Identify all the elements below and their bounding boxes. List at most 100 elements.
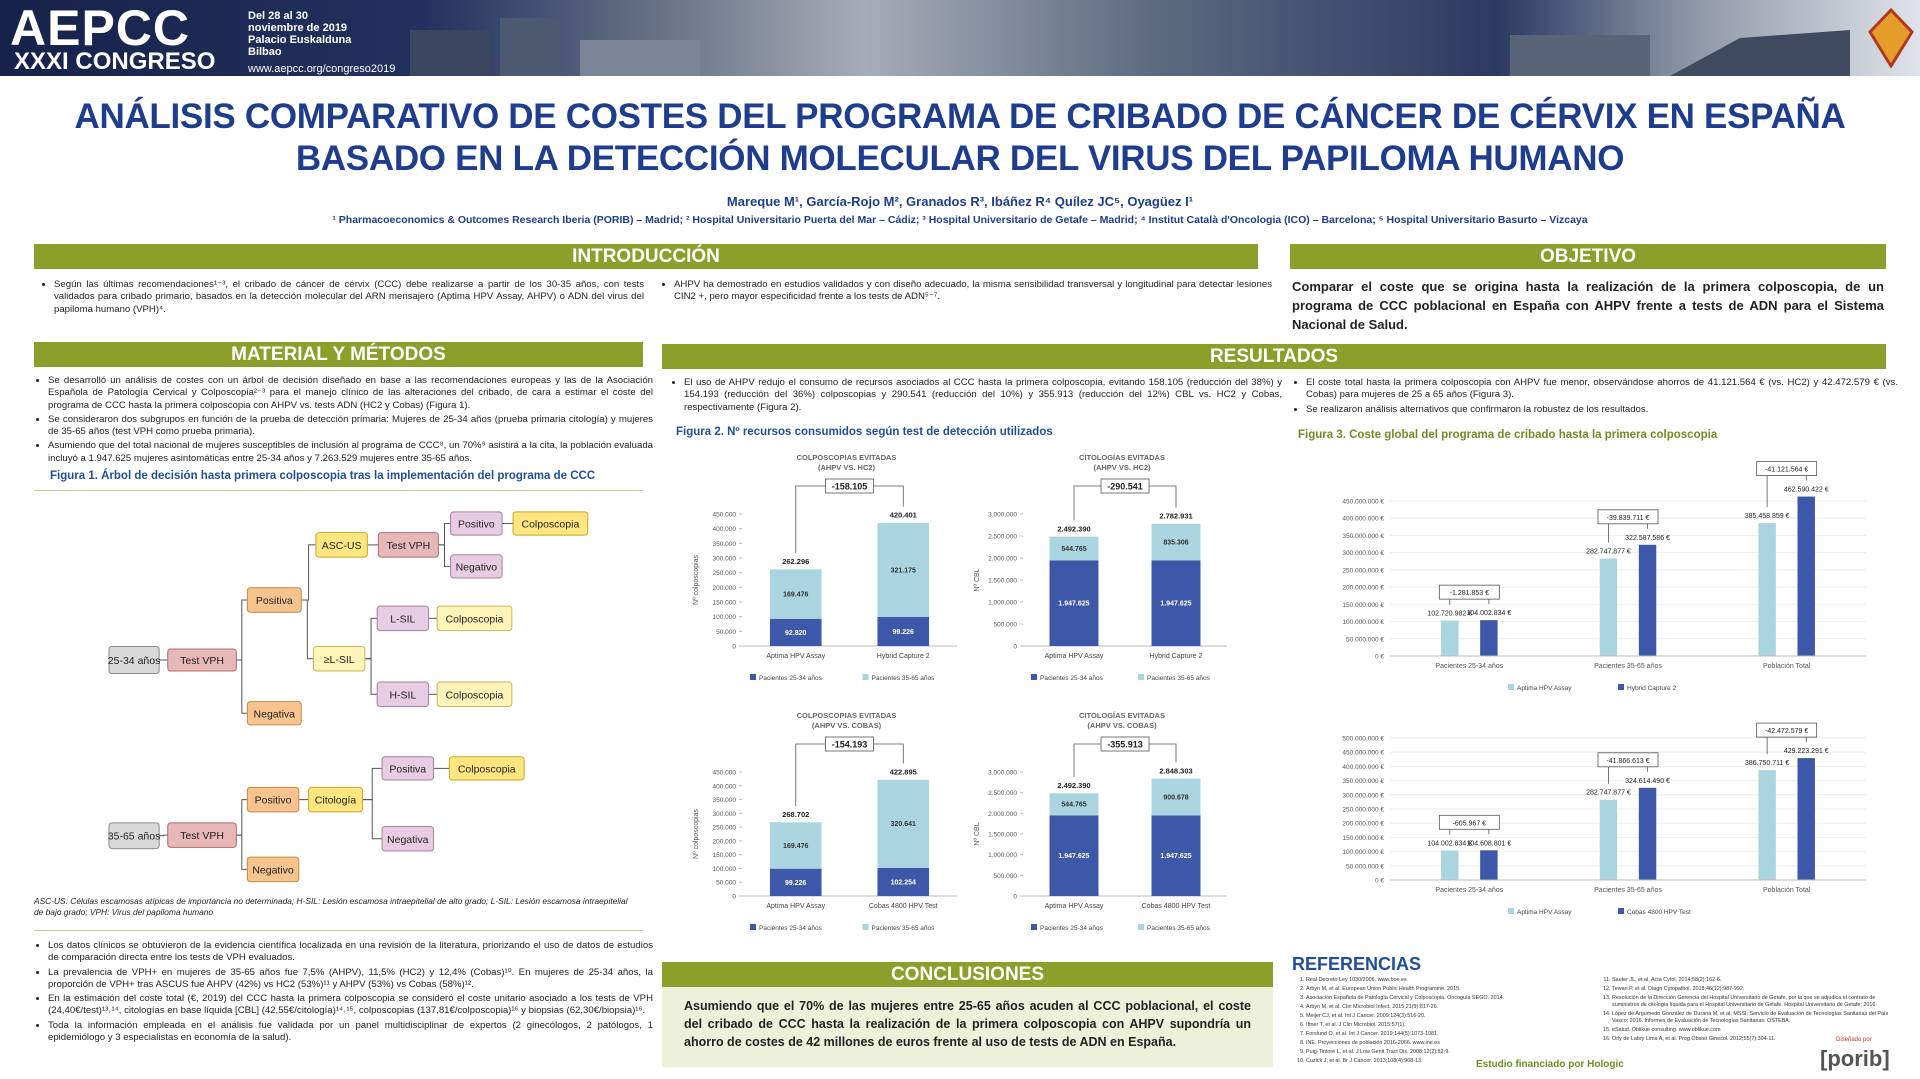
building (500, 18, 560, 76)
x-tick-label: Pacientes 35-65 años (1594, 887, 1662, 894)
node-label: Colposcopia (446, 613, 504, 625)
bar (1638, 787, 1657, 880)
bar-segment (1151, 778, 1201, 816)
segment-label: 102.254 (891, 879, 916, 886)
congress-city: Bilbao (248, 46, 282, 58)
connector (362, 767, 383, 801)
y-tick-label: 500.000 (994, 873, 1018, 880)
intro-item: AHPV ha demostrado en estudios validados… (674, 279, 1272, 304)
legend-label: Aptima HPV Assay (1517, 909, 1572, 916)
difference-label: -290.541 (1107, 482, 1143, 492)
difference-label: -39.839.711 € (1607, 515, 1650, 522)
reference-item: López de Argumedo González de Durana M, … (1612, 1011, 1900, 1025)
methods-item: Toda la información empleada en el análi… (48, 1020, 653, 1045)
legend-label: Pacientes 35-65 años (872, 675, 936, 682)
value-label: 386.750.711 € (1745, 760, 1789, 767)
tree-node (436, 681, 513, 708)
total-label: 422.895 (890, 767, 917, 776)
methods-item: Se consideraron dos subgrupos en función… (48, 414, 653, 439)
connector (236, 599, 248, 661)
y-tick-label: 200.000.000 € (1342, 585, 1384, 592)
title-block: ANÁLISIS COMPARATIVO DE COSTES DEL PROGR… (0, 96, 1920, 180)
chart: COLPOSCOPIAS EVITADAS(AHPV VS. COBAS) 0 50… (693, 711, 957, 932)
y-tick-label: 50.000.000 € (1346, 636, 1384, 643)
segment-label: 1.947.625 (1058, 853, 1089, 860)
bar-segment (769, 618, 822, 646)
legend-label: Pacientes 25-34 años (759, 925, 823, 932)
chart-subtitle: (AHPV VS. COBAS) (1087, 721, 1157, 730)
reference-item: Arbyn M, et al. European Union Public He… (1306, 986, 1596, 993)
bar (1758, 770, 1776, 880)
affiliations: ¹ Pharmacoeconomics & Outcomes Research … (332, 214, 1588, 226)
reference-item: Arbyn M, et al. Clin Microbiol Infect. 2… (1306, 1004, 1596, 1011)
segment-label: 835.306 (1163, 539, 1188, 546)
y-tick-label: 350.000.000 € (1342, 778, 1384, 785)
figure-caption: Figura 3. Coste global del programa de c… (1298, 429, 1718, 441)
y-tick-label: 0 (1013, 894, 1017, 901)
y-tick-label: 350.000 (713, 797, 737, 804)
results-list: El uso de AHPV redujo el consumo de recu… (670, 377, 1282, 416)
tree-node (167, 648, 237, 672)
connector (236, 834, 248, 870)
connector (438, 544, 451, 567)
node-label: Citología (315, 795, 357, 807)
y-tick-label: 2.000.000 (988, 556, 1017, 563)
legend-swatch (1031, 924, 1037, 930)
congress-edition: XXXI CONGRESO (14, 48, 216, 75)
total-label: 2.492.390 (1057, 781, 1090, 790)
segment-label: 320.641 (891, 821, 916, 828)
y-tick-label: 2.500.000 (988, 790, 1017, 797)
y-tick-label: 450.000 (713, 512, 737, 519)
bar (1797, 758, 1815, 880)
bar-segment (1049, 536, 1099, 561)
difference-box (1756, 461, 1818, 476)
methods-item: La prevalencia de VPH+ en mujeres de 35-… (48, 967, 653, 992)
total-label: 420.401 (890, 511, 917, 520)
y-tick-label: 500.000.000 € (1342, 736, 1384, 743)
segment-label: 169.476 (783, 591, 808, 598)
x-tick-label: Aptima HPV Assay (766, 903, 825, 910)
y-tick-label: 3.000.000 (988, 770, 1017, 777)
reference-item: Tewari P, et al. Diagn Cytopathol. 2018;… (1612, 986, 1900, 993)
figure-caption: Figura 2. Nº recursos consumidos según t… (676, 426, 1053, 438)
difference-box (1100, 478, 1150, 494)
bar (1599, 799, 1618, 880)
y-tick-label: 450.000.000 € (1342, 498, 1384, 505)
y-tick-label: 100.000 (713, 614, 737, 621)
y-tick-label: 200.000 (713, 838, 737, 845)
bar-segment (877, 779, 930, 868)
section-heading: MATERIAL Y MÉTODOS (34, 342, 643, 367)
difference-box (1438, 584, 1500, 600)
connector (159, 834, 168, 837)
congress-month: noviembre de 2019 (248, 22, 348, 34)
x-tick-label: Aptima HPV Assay (766, 653, 825, 660)
congress-venue: Palacio Euskalduna (248, 34, 352, 46)
bar-segment (1151, 815, 1201, 896)
bar-segment (1049, 815, 1099, 896)
chart-title: COLPOSCOPIAS EVITADAS (797, 453, 897, 462)
logo-shape (1868, 8, 1914, 68)
y-tick-label: 200.000 (713, 585, 737, 592)
y-tick-label: 450.000.000 € (1342, 750, 1384, 757)
bar-segment (769, 868, 822, 896)
y-tick-label: 300.000.000 € (1342, 792, 1384, 799)
node-label: Test VPH (180, 655, 224, 667)
segment-label: 99.226 (893, 629, 915, 636)
y-tick-label: 50.000 (716, 629, 736, 636)
y-tick-label: 100.000.000 € (1342, 849, 1384, 856)
results-list: El coste total hasta la primera colposco… (1292, 377, 1898, 418)
separator (34, 490, 643, 491)
value-label: 282.747.877 € (1586, 790, 1631, 797)
conclusion-text: Asumiendo que el 70% de las mujeres entr… (684, 999, 1251, 1050)
node-label: ASC-US (322, 540, 362, 552)
intro-list: Según las últimas recomendaciones¹⁻³, el… (40, 279, 644, 318)
x-tick-label: Cobas 4800 HPV Test (1142, 903, 1211, 910)
node-label: 35-65 años (108, 831, 161, 843)
chart: 0 € 50.000.000 € 100.000.000 € 150.000.000 … (1342, 722, 1866, 916)
value-label: 385.458.859 € (1745, 513, 1790, 520)
difference-box (1438, 814, 1500, 830)
difference-box (825, 478, 874, 494)
separator (34, 930, 643, 931)
segment-label: 900.678 (1163, 794, 1188, 801)
x-tick-label: Pacientes 25-34 años (1435, 887, 1503, 894)
